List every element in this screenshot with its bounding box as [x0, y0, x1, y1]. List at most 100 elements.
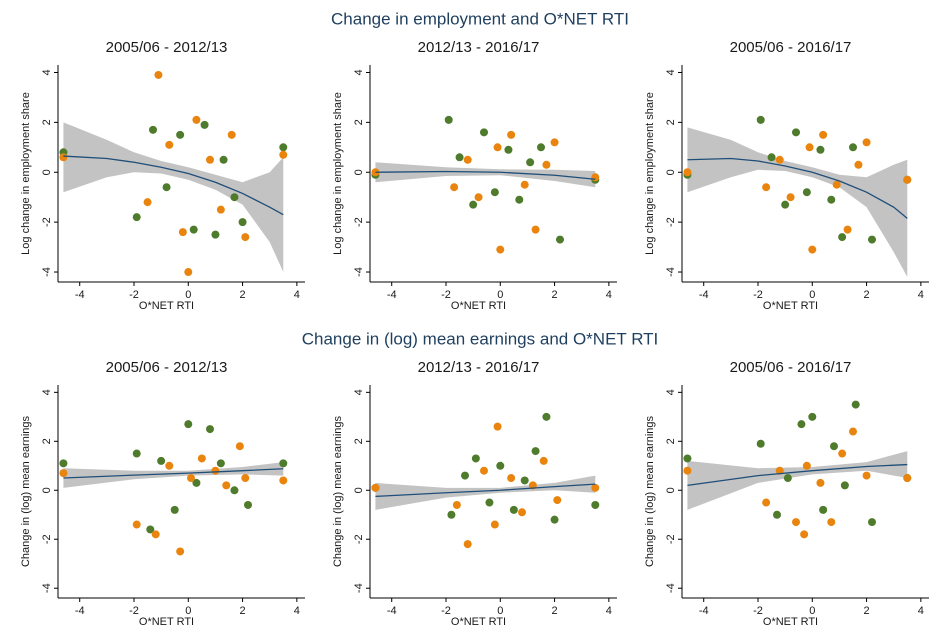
y-tick-label: 4: [41, 69, 53, 75]
scatter-point: [187, 474, 195, 483]
scatter-point: [526, 158, 535, 167]
x-tick-label: -4: [75, 289, 85, 301]
scatter-point: [490, 520, 499, 529]
fit-line: [375, 170, 596, 180]
scatter-point: [206, 425, 214, 434]
scatter-point: [371, 483, 380, 492]
scatter-point: [162, 183, 171, 192]
x-axis-label: O*NET RTI: [451, 616, 506, 627]
scatter-point: [550, 138, 559, 147]
x-axis-label: O*NET RTI: [763, 300, 818, 312]
scatter-point: [493, 422, 502, 431]
scatter-point: [192, 478, 201, 487]
x-tick-label: 4: [918, 289, 924, 301]
scatter-point: [219, 155, 228, 164]
scatter-point: [154, 70, 163, 79]
x-tick-label: -2: [441, 605, 451, 617]
scatter-point: [862, 471, 871, 480]
scatter-point: [756, 439, 765, 448]
scatter-point: [849, 143, 857, 152]
scatter-point: [843, 225, 852, 234]
y-tick-label: -4: [665, 267, 677, 277]
x-tick-label: -2: [441, 289, 451, 301]
scatter-point: [151, 530, 160, 539]
confidence-band: [63, 462, 284, 488]
scatter-point: [868, 235, 876, 244]
y-tick-label: 0: [665, 169, 677, 175]
scatter-point: [485, 498, 494, 507]
y-axis-label: Log change in employment share: [20, 92, 32, 255]
scatter-point: [480, 466, 488, 475]
scatter-point: [838, 233, 847, 242]
y-tick-label: -4: [41, 267, 53, 277]
scatter-point: [792, 518, 800, 527]
x-tick-label: -2: [129, 605, 139, 617]
y-tick-label: -4: [665, 583, 677, 593]
x-tick-label: -4: [75, 605, 85, 617]
fit-line: [63, 468, 284, 479]
x-tick-label: -2: [129, 289, 139, 301]
scatter-point: [683, 466, 692, 475]
panel-title: 2005/06 - 2012/13: [106, 39, 228, 56]
scatter-point: [474, 193, 483, 202]
y-axis-label: Log change in employment share: [644, 92, 656, 255]
scatter-point: [903, 474, 912, 483]
fit-line: [687, 463, 908, 487]
scatter-point: [819, 130, 828, 139]
x-tick-label: 4: [918, 605, 924, 617]
scatter-point: [165, 461, 174, 470]
scatter-point: [507, 130, 516, 139]
scatter-point: [683, 454, 692, 463]
y-axis-label: Change in (log) mean earnings: [332, 415, 344, 567]
scatter-point: [802, 188, 811, 197]
y-axis-label: Log change in employment share: [332, 92, 344, 255]
x-tick-label: 4: [294, 605, 300, 617]
y-tick-label: 2: [665, 119, 677, 125]
scatter-point: [539, 456, 548, 465]
section-title: Change in employment and O*NET RTI: [331, 9, 629, 28]
y-tick-label: 4: [353, 69, 365, 75]
x-tick-label: 0: [497, 289, 503, 301]
y-tick-label: 2: [353, 438, 365, 444]
y-tick-label: 4: [353, 389, 365, 395]
scatter-point: [59, 469, 68, 478]
scatter-point: [230, 486, 239, 495]
y-tick-label: -2: [353, 217, 365, 227]
scatter-point: [550, 515, 559, 524]
y-tick-label: -4: [353, 267, 365, 277]
scatter-point: [816, 145, 825, 154]
scatter-point: [184, 268, 193, 277]
scatter-point: [805, 143, 814, 152]
x-tick-label: 0: [809, 289, 815, 301]
y-tick-label: 4: [665, 389, 677, 395]
scatter-point: [132, 449, 141, 458]
scatter-point: [827, 195, 836, 204]
scatter-point: [591, 500, 600, 509]
scatter-point: [756, 115, 765, 124]
x-tick-label: -4: [699, 605, 709, 617]
y-tick-label: -4: [353, 583, 365, 593]
scatter-point: [830, 442, 838, 451]
y-tick-label: -4: [41, 583, 53, 593]
scatter-point: [189, 225, 198, 234]
x-tick-label: -4: [699, 289, 709, 301]
x-tick-label: 4: [606, 605, 612, 617]
y-tick-label: 0: [41, 169, 53, 175]
scatter-point: [775, 155, 784, 164]
scatter-point: [222, 481, 231, 490]
scatter-point: [184, 420, 193, 429]
y-tick-label: -2: [665, 534, 677, 544]
scatter-point: [556, 235, 564, 244]
scatter-point: [781, 200, 790, 209]
scatter-point: [235, 442, 244, 451]
x-tick-label: 2: [552, 289, 558, 301]
section-title: Change in (log) mean earnings and O*NET …: [302, 329, 659, 348]
x-tick-label: 4: [294, 289, 300, 301]
y-axis-label: Change in (log) mean earnings: [644, 415, 656, 567]
scatter-point: [775, 466, 784, 475]
scatter-point: [279, 150, 288, 159]
scatter-point: [165, 140, 174, 149]
scatter-point: [773, 510, 781, 519]
scatter-point: [496, 461, 505, 470]
